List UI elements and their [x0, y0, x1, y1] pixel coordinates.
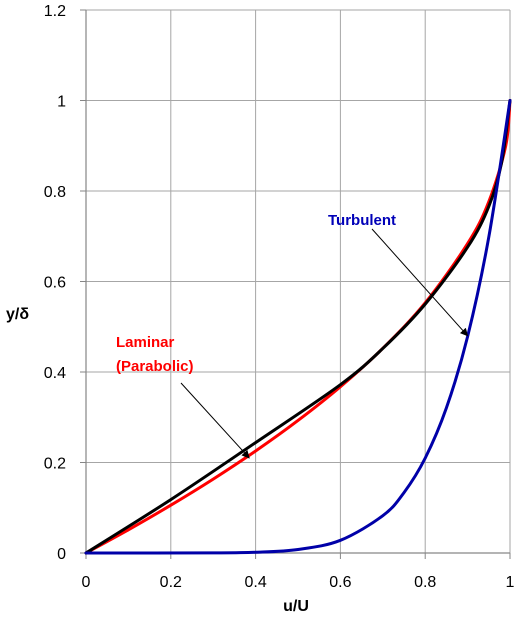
annotation-arrow: [180, 382, 250, 459]
x-tick-label: 1: [506, 574, 515, 591]
series-lines: [84, 99, 512, 555]
y-tick-label: 1: [57, 94, 66, 111]
annotation-label: Turbulent: [328, 212, 396, 229]
gridlines: [86, 9, 511, 553]
x-tick-label: 0.2: [160, 574, 182, 591]
series-line-1: [84, 99, 512, 555]
axes: [80, 9, 511, 559]
x-axis-title: u/U: [283, 598, 309, 615]
x-tick-label: 0.6: [329, 574, 351, 591]
y-tick-label: 0.2: [44, 456, 66, 473]
x-tick-label: 0.8: [414, 574, 436, 591]
annotation-label: Laminar: [116, 334, 175, 351]
x-tick-label: 0.4: [244, 574, 266, 591]
series-line-2: [84, 99, 512, 555]
tick-labels: 0 0.2 0.4 0.6 0.8 1 0 0.2 0.4 0.6 0.8 1 1.2: [44, 3, 515, 591]
annotation-arrow: [371, 228, 469, 337]
y-axis-title: y/δ: [6, 306, 29, 323]
y-tick-label: 0: [57, 546, 66, 563]
y-tick-label: 1.2: [44, 3, 66, 20]
x-tick-label: 0: [82, 574, 91, 591]
y-tick-label: 0.6: [44, 275, 66, 292]
y-tick-label: 0.8: [44, 184, 66, 201]
annotations: Laminar (Parabolic) Turbulent: [116, 212, 469, 459]
series-line-0: [84, 99, 512, 555]
y-tick-label: 0.4: [44, 365, 66, 382]
annotation-label: (Parabolic): [116, 358, 194, 375]
